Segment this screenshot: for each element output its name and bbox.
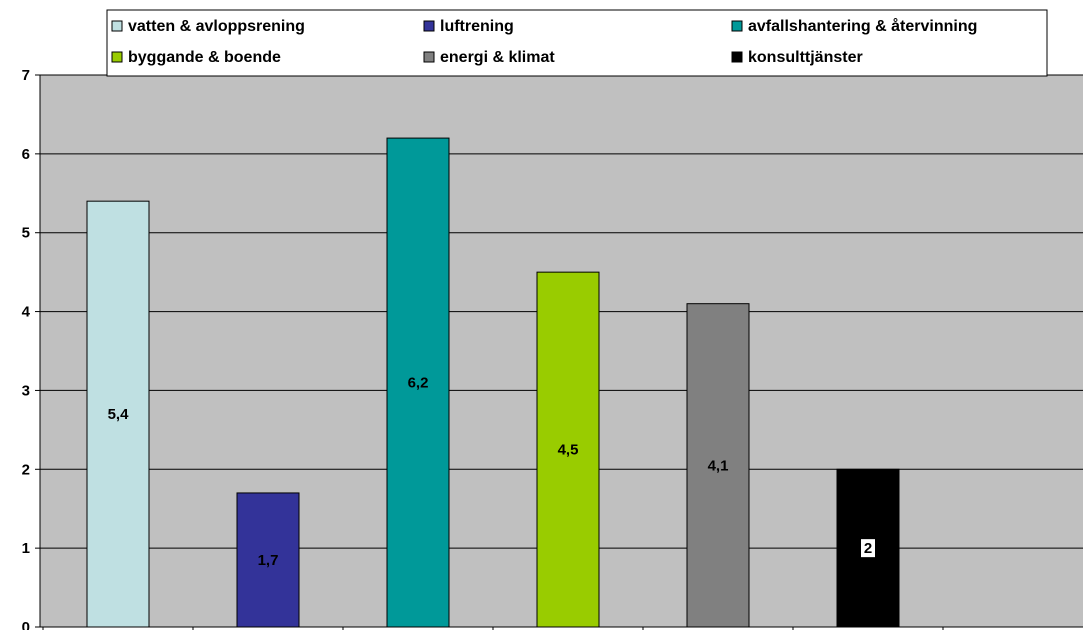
legend-swatch	[423, 20, 435, 32]
legend-label: avfallshantering & återvinning	[748, 17, 977, 35]
legend-swatch	[731, 20, 743, 32]
y-tick-label: 4	[22, 304, 31, 321]
legend-box	[106, 9, 1048, 77]
data-label: 5,4	[108, 406, 130, 423]
legend-swatch	[111, 20, 123, 32]
y-axis: 0 1 2 3 4 5 6 7	[22, 67, 1083, 630]
legend-swatch	[731, 51, 743, 63]
bar	[536, 271, 600, 628]
legend-label: luftrening	[440, 18, 514, 35]
legend: vatten & avloppsrening luftrening avfallsh…	[106, 9, 1048, 77]
data-label: 4,1	[708, 457, 729, 474]
y-tick-label: 5	[22, 225, 30, 242]
bar	[86, 200, 150, 628]
legend-label: konsulttjänster	[748, 49, 863, 66]
data-label: 4,5	[558, 442, 579, 459]
y-tick-label: 6	[22, 146, 30, 163]
data-label: 2	[864, 540, 872, 557]
legend-label: energi & klimat	[440, 49, 555, 66]
legend-swatch	[111, 51, 123, 63]
bar	[686, 303, 750, 628]
data-labels: 5,4 1,7 6,2 4,5 4,1 2	[108, 375, 875, 569]
data-label: 6,2	[408, 375, 429, 392]
data-label: 1,7	[258, 552, 279, 569]
legend-swatch	[423, 51, 435, 63]
y-tick-label: 3	[22, 382, 30, 399]
bar	[236, 492, 300, 628]
legend-label: vatten & avloppsrening	[128, 18, 305, 35]
y-tick-label: 7	[22, 67, 30, 84]
bar	[386, 137, 450, 628]
y-tick-label: 2	[22, 461, 30, 478]
y-tick-label: 0	[22, 619, 30, 630]
data-label-bg	[861, 539, 875, 558]
legend-label: byggande & boende	[128, 49, 281, 66]
y-tick-label: 1	[22, 540, 30, 557]
